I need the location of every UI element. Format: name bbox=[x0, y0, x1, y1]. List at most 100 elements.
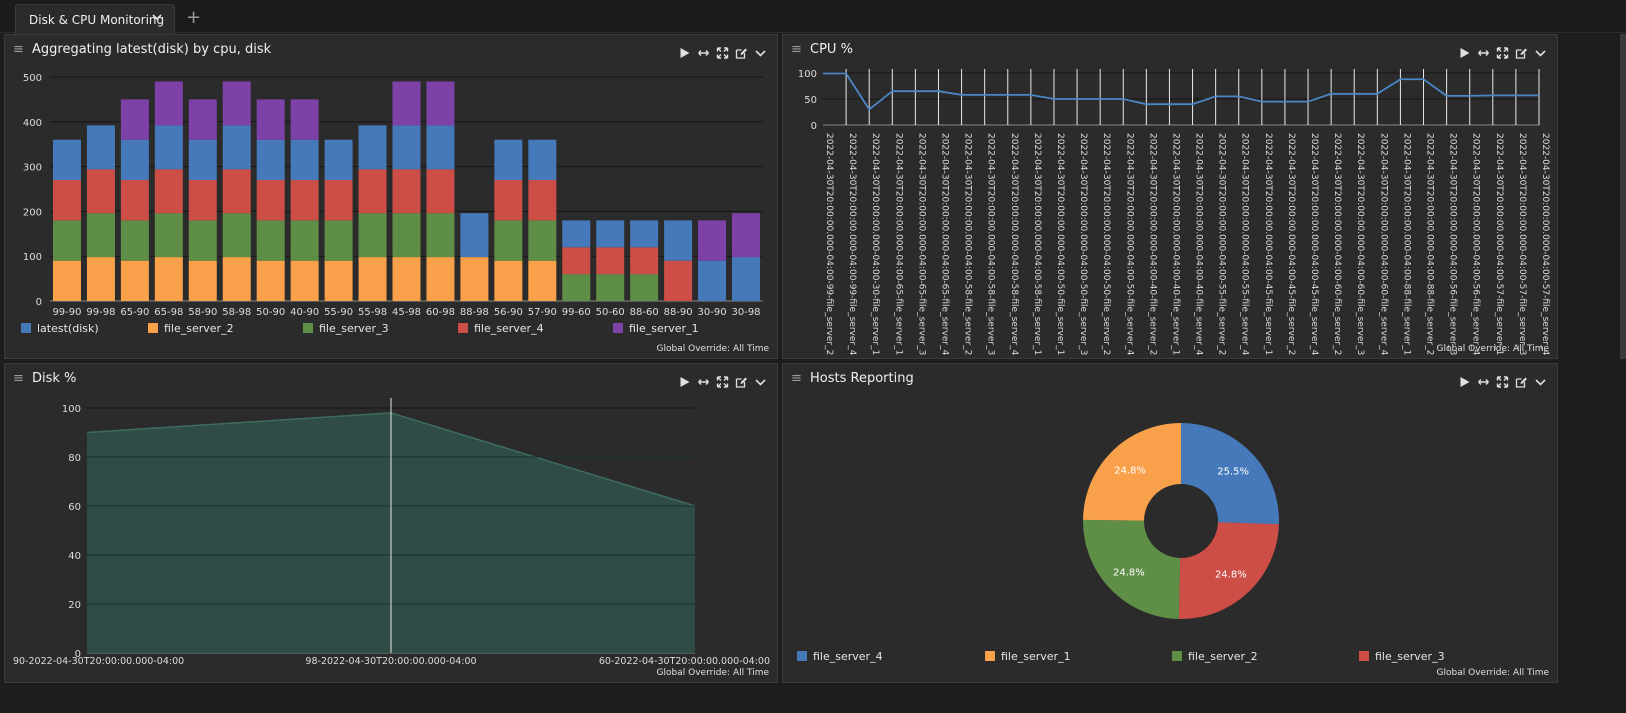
bar-file-server-3 bbox=[392, 213, 421, 258]
x-tick-label: 2022-04-30T20:00:00.000-04:00-88-file_se… bbox=[1401, 133, 1411, 355]
bar-latest-disk- bbox=[630, 220, 659, 248]
x-tick-label: 2022-04-30T20:00:00.000-04:00-50-file_se… bbox=[1124, 133, 1134, 356]
bar-latest-disk- bbox=[358, 125, 387, 170]
bar-file-server-2 bbox=[188, 260, 217, 301]
legend-item-file-server-2[interactable]: file_server_2 bbox=[1172, 650, 1258, 663]
bar-file-server-2 bbox=[256, 260, 285, 301]
edit-icon[interactable] bbox=[735, 47, 748, 59]
chevron-down-icon[interactable] bbox=[754, 376, 767, 388]
play-icon[interactable] bbox=[1458, 376, 1471, 388]
bottom-strip bbox=[0, 687, 1626, 713]
bar-file-server-2 bbox=[52, 260, 81, 301]
x-tick-label: 2022-04-30T20:00:00.000-04:00-56-file_se… bbox=[1448, 133, 1458, 355]
panel-aggregating: ≡ Aggregating latest(disk) by cpu, disk 0… bbox=[4, 34, 778, 359]
legend-item-latest-disk-[interactable]: latest(disk) bbox=[21, 322, 99, 335]
y-tick-label: 400 bbox=[23, 118, 42, 129]
bar-file-server-3 bbox=[52, 220, 81, 261]
panel-disk: ≡ Disk % 0 20 40 60 80 100 90-2022-04-30T20:00:… bbox=[4, 363, 778, 683]
global-override-label: Global Override: All Time bbox=[1436, 668, 1549, 678]
legend-item-file-server-1[interactable]: file_server_1 bbox=[613, 322, 699, 335]
y-tick-label: 0 bbox=[36, 297, 42, 308]
expand-icon[interactable] bbox=[1496, 46, 1509, 59]
bar-file-server-4 bbox=[664, 260, 693, 301]
add-tab-button[interactable]: + bbox=[186, 7, 202, 28]
chevron-down-icon[interactable] bbox=[152, 5, 162, 35]
resize-horizontal-icon[interactable] bbox=[697, 376, 710, 388]
legend-label: file_server_3 bbox=[319, 322, 389, 335]
resize-horizontal-icon[interactable] bbox=[697, 47, 710, 59]
edit-icon[interactable] bbox=[1515, 47, 1528, 59]
legend-item-file-server-1[interactable]: file_server_1 bbox=[985, 650, 1071, 663]
chevron-down-icon[interactable] bbox=[1534, 376, 1547, 388]
legend-item-file-server-4[interactable]: file_server_4 bbox=[797, 650, 883, 663]
bar-file-server-3 bbox=[324, 220, 353, 261]
x-tick-label: 55-98 bbox=[358, 307, 387, 318]
x-tick-label: 60-2022-04-30T20:00:00.000-04:00 bbox=[599, 656, 770, 667]
play-icon[interactable] bbox=[1458, 47, 1471, 59]
legend-swatch bbox=[148, 323, 158, 333]
bar-file-server-2 bbox=[528, 260, 557, 301]
x-tick-label: 98-2022-04-30T20:00:00.000-04:00 bbox=[305, 656, 476, 667]
x-tick-label: 45-98 bbox=[392, 307, 421, 318]
chevron-down-icon[interactable] bbox=[1534, 47, 1547, 59]
bar-file-server-3 bbox=[426, 213, 455, 258]
play-icon[interactable] bbox=[678, 47, 691, 59]
slice-value-label: 25.5% bbox=[1217, 467, 1249, 478]
bar-file-server-4 bbox=[86, 169, 115, 214]
tab-bar: Disk & CPU Monitoring + bbox=[0, 0, 1626, 34]
bar-file-server-3 bbox=[358, 213, 387, 258]
y-tick-label: 20 bbox=[68, 600, 81, 611]
legend-item-file-server-3[interactable]: file_server_3 bbox=[1359, 650, 1445, 663]
x-tick-label: 2022-04-30T20:00:00.000-04:00-99-file_se… bbox=[824, 133, 834, 355]
global-override-label: Global Override: All Time bbox=[656, 668, 769, 678]
bar-latest-disk- bbox=[698, 260, 727, 301]
global-override-label: Global Override: All Time bbox=[656, 344, 769, 354]
x-tick-label: 2022-04-30T20:00:00.000-04:00-60-file_se… bbox=[1355, 133, 1365, 355]
x-tick-label: 2022-04-30T20:00:00.000-04:00-88-file_se… bbox=[1425, 133, 1435, 355]
panel-hosts-reporting: ≡ Hosts Reporting 25.5% 24.8% 24.8% 24.8% Gl… bbox=[782, 363, 1558, 683]
tab-disk-cpu-monitoring[interactable]: Disk & CPU Monitoring bbox=[15, 4, 175, 34]
expand-icon[interactable] bbox=[716, 375, 729, 388]
bar-file-server-2 bbox=[290, 260, 319, 301]
drag-handle-icon[interactable]: ≡ bbox=[13, 371, 24, 386]
legend-item-file-server-2[interactable]: file_server_2 bbox=[148, 322, 234, 335]
drag-handle-icon[interactable]: ≡ bbox=[791, 42, 802, 57]
edit-icon[interactable] bbox=[1515, 376, 1528, 388]
bar-file-server-2 bbox=[120, 260, 149, 301]
chevron-down-icon[interactable] bbox=[754, 47, 767, 59]
line-chart: 0 50 100 2022-04-30T20:00:00.000-04:00-99-f… bbox=[798, 69, 1550, 356]
play-icon[interactable] bbox=[678, 376, 691, 388]
bar-file-server-2 bbox=[392, 257, 421, 301]
drag-handle-icon[interactable]: ≡ bbox=[13, 42, 24, 57]
x-tick-label: 2022-04-30T20:00:00.000-04:00-40-file_se… bbox=[1194, 133, 1204, 356]
bar-file-server-4 bbox=[52, 180, 81, 221]
bar-file-server-3 bbox=[188, 220, 217, 261]
legend-label: file_server_2 bbox=[1188, 650, 1258, 663]
expand-icon[interactable] bbox=[1496, 375, 1509, 388]
bar-latest-disk- bbox=[86, 125, 115, 170]
bar-latest-disk- bbox=[392, 125, 421, 170]
bar-file-server-1 bbox=[290, 99, 319, 140]
edit-icon[interactable] bbox=[735, 376, 748, 388]
bar-file-server-4 bbox=[596, 247, 625, 275]
scrollbar[interactable] bbox=[1620, 34, 1626, 359]
legend-label: file_server_3 bbox=[1375, 650, 1445, 663]
bar-file-server-2 bbox=[154, 257, 183, 301]
resize-horizontal-icon[interactable] bbox=[1477, 376, 1490, 388]
bar-file-server-4 bbox=[494, 180, 523, 221]
bar-latest-disk- bbox=[256, 139, 285, 181]
drag-handle-icon[interactable]: ≡ bbox=[791, 371, 802, 386]
expand-icon[interactable] bbox=[716, 46, 729, 59]
x-tick-label: 2022-04-30T20:00:00.000-04:00-45-file_se… bbox=[1263, 133, 1273, 355]
legend-item-file-server-3[interactable]: file_server_3 bbox=[303, 322, 389, 335]
bar-file-server-4 bbox=[188, 180, 217, 221]
legend-item-file-server-4[interactable]: file_server_4 bbox=[458, 322, 544, 335]
bar-latest-disk- bbox=[596, 220, 625, 248]
slice-file-server-1 bbox=[1083, 423, 1181, 521]
x-tick-label: 2022-04-30T20:00:00.000-04:00-55-file_se… bbox=[1217, 133, 1227, 355]
x-tick-label: 2022-04-30T20:00:00.000-04:00-57-file_se… bbox=[1494, 133, 1504, 355]
bar-latest-disk- bbox=[460, 213, 489, 258]
y-tick-label: 100 bbox=[23, 252, 42, 263]
bar-file-server-4 bbox=[562, 247, 591, 275]
resize-horizontal-icon[interactable] bbox=[1477, 47, 1490, 59]
